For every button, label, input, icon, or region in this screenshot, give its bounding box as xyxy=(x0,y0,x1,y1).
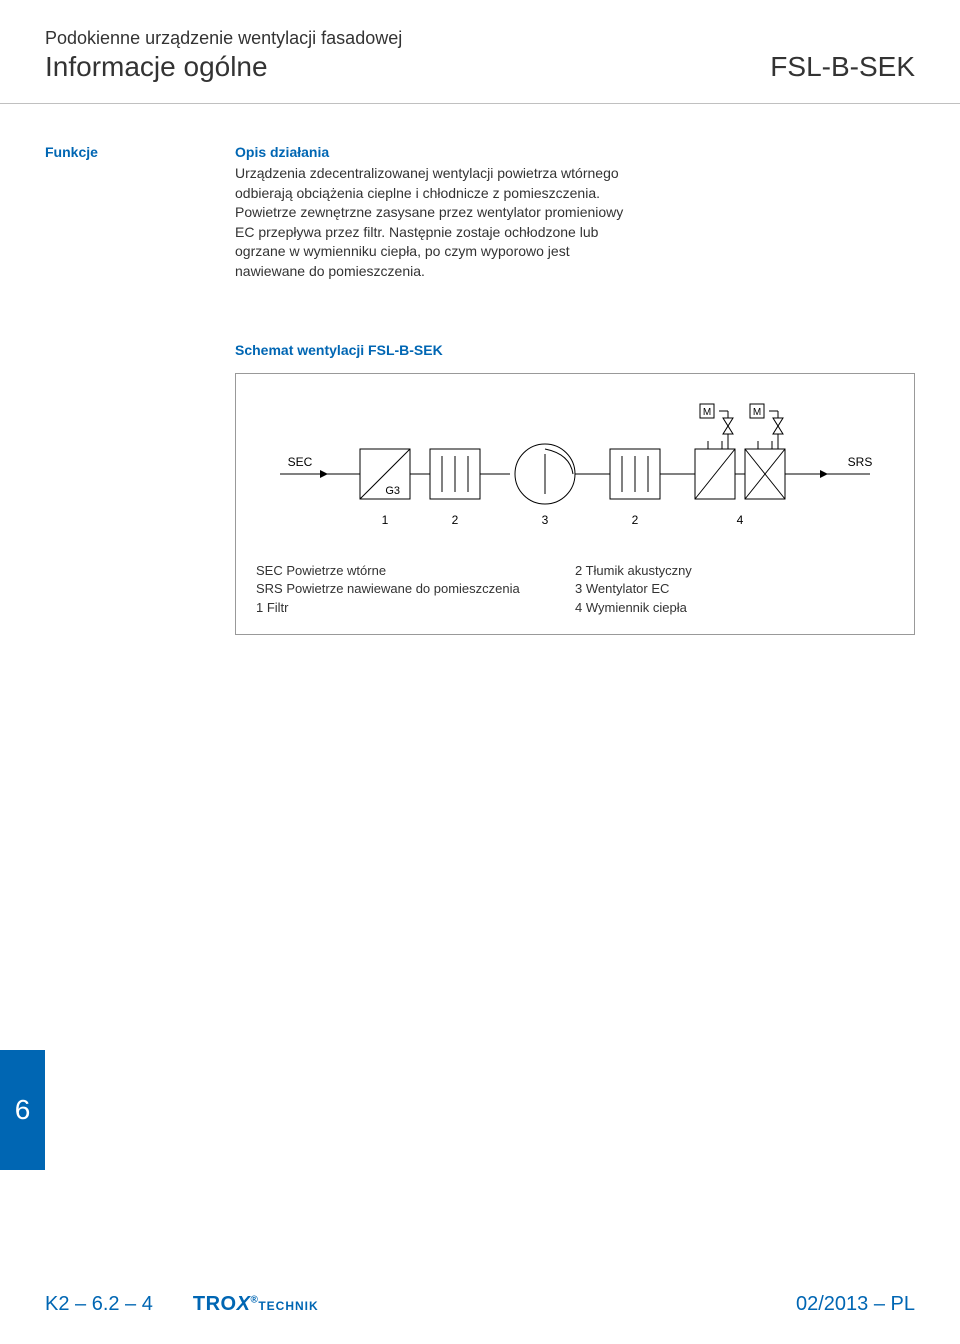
diagram-num-2b: 2 xyxy=(632,513,639,527)
page-header: Podokienne urządzenie wentylacji fasadow… xyxy=(0,0,960,104)
ventilation-diagram: SEC G3 1 2 xyxy=(260,394,890,544)
logo-sub: TECHNIK xyxy=(258,1299,318,1313)
header-supertitle: Podokienne urządzenie wentylacji fasadow… xyxy=(45,28,402,49)
product-code: FSL-B-SEK xyxy=(770,51,915,83)
page-footer: K2 – 6.2 – 4 TROX®TECHNIK 02/2013 – PL xyxy=(45,1293,915,1316)
filter-class-label: G3 xyxy=(385,485,400,497)
arrow-right-icon xyxy=(320,470,328,478)
legend-item: SRS Powietrze nawiewane do pomieszczenia xyxy=(256,580,575,599)
diagram-heading: Schemat wentylacji FSL-B-SEK xyxy=(235,342,915,358)
diagram-box: SEC G3 1 2 xyxy=(235,373,915,636)
diagram-num-1: 1 xyxy=(382,513,389,527)
left-column: Funkcje xyxy=(45,144,185,635)
svg-text:M: M xyxy=(703,407,711,418)
logo-main: TRO xyxy=(193,1293,237,1315)
diagram-num-3: 3 xyxy=(542,513,549,527)
chapter-tab: 6 xyxy=(0,1050,45,1170)
svg-text:M: M xyxy=(753,407,761,418)
legend-item: 1 Filtr xyxy=(256,599,575,618)
diagram-num-4: 4 xyxy=(737,513,744,527)
description-heading: Opis działania xyxy=(235,144,915,160)
sec-label: SEC xyxy=(288,455,313,469)
brand-logo: TROX®TECHNIK xyxy=(193,1293,319,1316)
motor-valve-icon-2: M xyxy=(750,404,783,449)
diagram-svg-wrap: SEC G3 1 2 xyxy=(256,394,894,544)
arrow-right-icon-2 xyxy=(820,470,828,478)
motor-valve-icon: M xyxy=(700,404,733,449)
logo-x: X xyxy=(237,1293,251,1315)
legend-item: 2 Tłumik akustyczny xyxy=(575,562,894,581)
diagram-num-2a: 2 xyxy=(452,513,459,527)
page-code: K2 – 6.2 – 4 xyxy=(45,1293,153,1316)
content: Funkcje Opis działania Urządzenia zdecen… xyxy=(0,104,960,635)
footer-date: 02/2013 – PL xyxy=(796,1293,915,1316)
diagram-legend: SEC Powietrze wtórne SRS Powietrze nawie… xyxy=(256,562,894,619)
legend-item: SEC Powietrze wtórne xyxy=(256,562,575,581)
description-text: Urządzenia zdecentralizowanej wentylacji… xyxy=(235,164,635,282)
section-label: Funkcje xyxy=(45,144,185,160)
srs-label: SRS xyxy=(848,455,873,469)
legend-item: 3 Wentylator EC xyxy=(575,580,894,599)
footer-left: K2 – 6.2 – 4 TROX®TECHNIK xyxy=(45,1293,319,1316)
header-left: Podokienne urządzenie wentylacji fasadow… xyxy=(45,28,402,83)
legend-left: SEC Powietrze wtórne SRS Powietrze nawie… xyxy=(256,562,575,619)
right-column: Opis działania Urządzenia zdecentralizow… xyxy=(235,144,915,635)
legend-right: 2 Tłumik akustyczny 3 Wentylator EC 4 Wy… xyxy=(575,562,894,619)
header-title: Informacje ogólne xyxy=(45,51,402,83)
legend-item: 4 Wymiennik ciepła xyxy=(575,599,894,618)
